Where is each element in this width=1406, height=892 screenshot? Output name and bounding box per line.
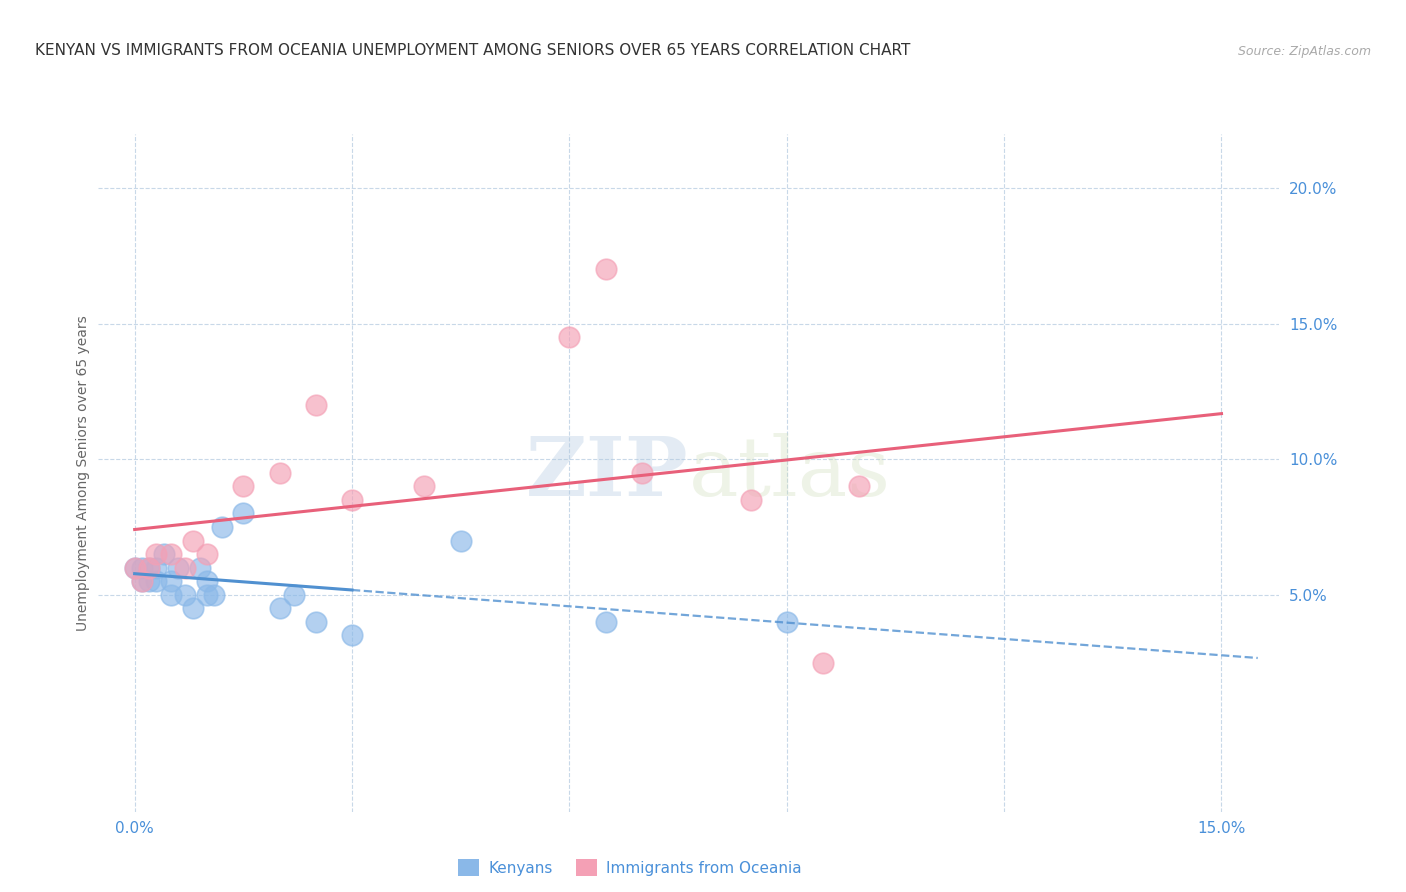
Point — [305, 398, 328, 412]
Point — [131, 574, 153, 589]
Point — [138, 574, 160, 589]
Legend: Kenyans, Immigrants from Oceania: Kenyans, Immigrants from Oceania — [451, 853, 808, 882]
Point — [848, 479, 870, 493]
Point — [152, 547, 174, 561]
Point — [232, 479, 254, 493]
Point — [124, 560, 146, 574]
Point — [145, 560, 167, 574]
Text: ZIP: ZIP — [526, 433, 689, 513]
Point — [450, 533, 472, 548]
Point — [145, 574, 167, 589]
Point — [811, 656, 834, 670]
Point — [305, 615, 328, 629]
Point — [138, 560, 160, 574]
Point — [181, 601, 204, 615]
Point — [145, 547, 167, 561]
Point — [131, 574, 153, 589]
Point — [131, 560, 153, 574]
Point — [160, 574, 183, 589]
Point — [340, 628, 363, 642]
Text: atlas: atlas — [689, 433, 891, 513]
Point — [269, 466, 291, 480]
Y-axis label: Unemployment Among Seniors over 65 years: Unemployment Among Seniors over 65 years — [76, 315, 90, 631]
Point — [195, 588, 218, 602]
Point — [740, 492, 762, 507]
Point — [211, 520, 233, 534]
Point — [188, 560, 211, 574]
Point — [413, 479, 436, 493]
Point — [174, 588, 197, 602]
Point — [202, 588, 225, 602]
Point — [160, 547, 183, 561]
Point — [160, 588, 183, 602]
Point — [195, 574, 218, 589]
Point — [340, 492, 363, 507]
Point — [195, 547, 218, 561]
Point — [595, 262, 617, 277]
Point — [124, 560, 146, 574]
Point — [558, 330, 581, 344]
Point — [283, 588, 305, 602]
Point — [269, 601, 291, 615]
Point — [181, 533, 204, 548]
Point — [174, 560, 197, 574]
Point — [167, 560, 190, 574]
Point — [631, 466, 654, 480]
Text: KENYAN VS IMMIGRANTS FROM OCEANIA UNEMPLOYMENT AMONG SENIORS OVER 65 YEARS CORRE: KENYAN VS IMMIGRANTS FROM OCEANIA UNEMPL… — [35, 43, 911, 58]
Point — [595, 615, 617, 629]
Point — [776, 615, 799, 629]
Point — [138, 560, 160, 574]
Text: Source: ZipAtlas.com: Source: ZipAtlas.com — [1237, 45, 1371, 58]
Point — [232, 507, 254, 521]
